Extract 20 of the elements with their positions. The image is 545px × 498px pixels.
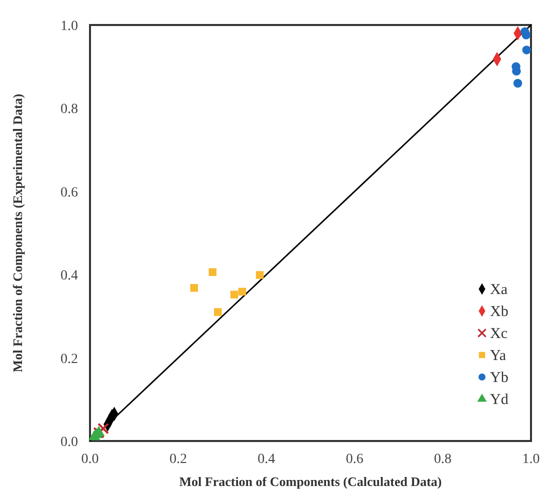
y-axis-title: Mol Fraction of Components (Experimental Data): [10, 94, 25, 372]
legend-label: Xb: [490, 304, 508, 320]
y-tick-label: 0.2: [60, 352, 78, 367]
legend-label: Xc: [490, 326, 508, 342]
y-tick-label: 0.8: [60, 102, 78, 118]
x-tick-label: 0.2: [169, 452, 187, 467]
legend-label: Ya: [490, 348, 506, 364]
x-tick-label: 0.8: [434, 452, 452, 467]
y-tick-label: 0.6: [60, 185, 78, 200]
legend-label: Yd: [490, 392, 509, 408]
y-tick-label: 0.0: [60, 435, 78, 450]
y-tick-label: 0.4: [60, 268, 78, 284]
x-tick-label: 0.0: [81, 452, 99, 467]
x-tick-label: 0.4: [258, 452, 276, 467]
x-tick-label: 0.6: [346, 452, 364, 467]
x-axis-title: Mol Fraction of Components (Calculated Data): [179, 474, 442, 489]
x-tick-label: 1.0: [522, 452, 540, 467]
legend-label: Yb: [490, 370, 508, 386]
y-tick-label: 1.0: [60, 19, 78, 34]
legend-label: Xa: [490, 282, 508, 298]
